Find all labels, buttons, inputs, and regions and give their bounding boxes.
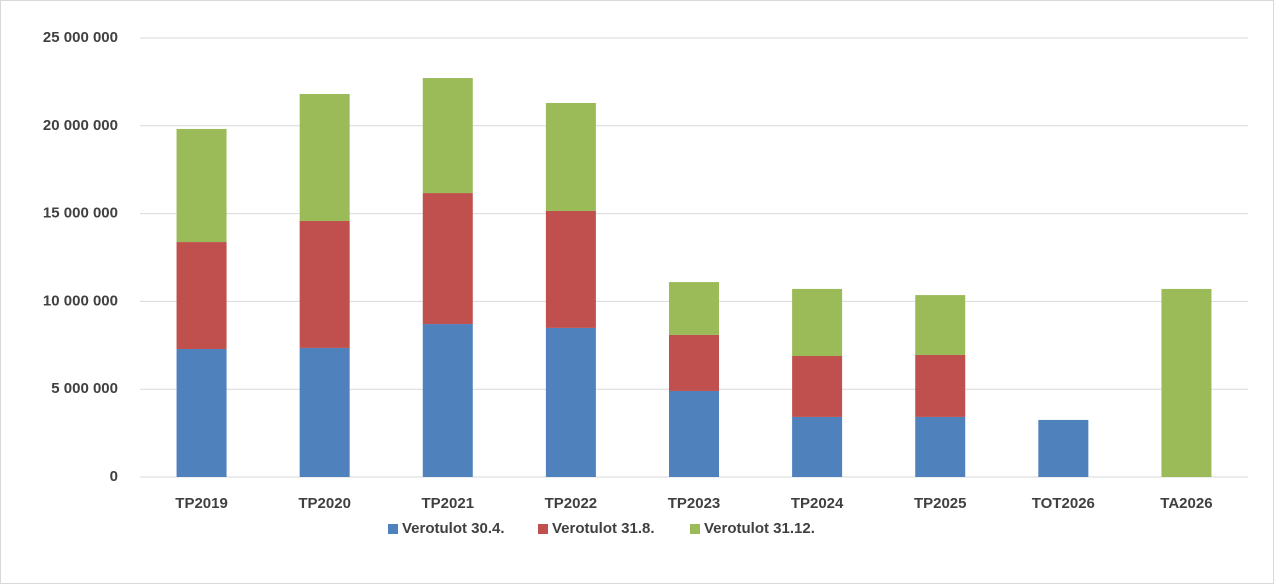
y-tick-label: 5 000 000 <box>51 380 118 397</box>
bar-segment <box>299 347 350 477</box>
legend-swatch <box>690 524 700 534</box>
y-tick-label: 0 <box>110 468 118 485</box>
bar-segment <box>176 348 227 477</box>
bar-segment <box>669 334 719 391</box>
bar-segment <box>422 324 473 477</box>
x-tick-label: TP2023 <box>668 495 721 512</box>
y-tick-label: 25 000 000 <box>43 29 118 46</box>
legend-label: Verotulot 30.4. <box>402 520 505 537</box>
bar-segment <box>1161 288 1212 477</box>
bar-segment <box>422 78 473 194</box>
legend-label: Verotulot 31.8. <box>552 520 655 537</box>
x-tick-label: TP2025 <box>914 495 967 512</box>
bar-segment <box>915 416 966 477</box>
bar-segment <box>545 327 596 477</box>
y-tick-label: 20 000 000 <box>43 117 118 134</box>
x-tick-label: TA2026 <box>1160 495 1212 512</box>
bar-segment <box>669 390 719 477</box>
x-tick-label: TP2022 <box>545 495 598 512</box>
bar-segment <box>176 128 227 243</box>
x-tick-label: TP2021 <box>422 495 475 512</box>
bar-segment <box>915 295 966 355</box>
x-tick-label: TP2024 <box>791 495 844 512</box>
x-tick-label: TOT2026 <box>1032 495 1095 512</box>
bar-segment <box>299 220 350 348</box>
x-tick-label: TP2019 <box>175 495 228 512</box>
bar-segment <box>669 282 719 335</box>
bar-segment <box>545 210 596 328</box>
legend-swatch <box>538 524 548 534</box>
legend-label: Verotulot 31.12. <box>704 520 815 537</box>
legend-swatch <box>388 524 398 534</box>
x-tick-label: TP2020 <box>298 495 351 512</box>
bar-segment <box>1038 419 1089 477</box>
bar-segment <box>792 288 843 357</box>
bar-segment <box>176 242 227 349</box>
y-tick-label: 10 000 000 <box>43 292 118 309</box>
bar-segment <box>792 356 843 417</box>
bar-segment <box>545 102 596 211</box>
y-tick-label: 15 000 000 <box>43 205 118 222</box>
bar-segment <box>915 354 966 417</box>
bar-segment <box>422 193 473 325</box>
bar-segment <box>299 94 350 221</box>
bar-segment <box>792 416 843 477</box>
